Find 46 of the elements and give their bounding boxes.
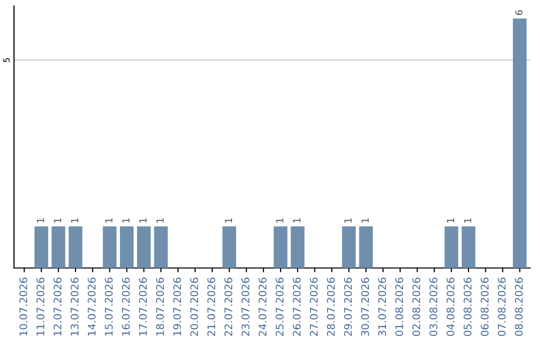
- x-tick-label: 19.07.2026: [173, 278, 182, 336]
- x-tick-label: 12.07.2026: [54, 278, 62, 336]
- x-tick-label: 22.07.2026: [224, 278, 232, 336]
- x-tick-label: 16.07.2026: [122, 278, 130, 336]
- x-tick-label: 11.07.2026: [36, 278, 44, 336]
- x-tick-label: 31.07.2026: [378, 278, 386, 336]
- x-tick-label: 04.08.2026: [446, 278, 454, 336]
- data-label: 1: [276, 218, 284, 223]
- y-tick-label: 5: [3, 58, 10, 62]
- x-tick-label: 03.08.2026: [429, 278, 438, 336]
- x-tick-label: 05.08.2026: [464, 278, 472, 336]
- x-tick-label: 18.07.2026: [156, 278, 164, 336]
- data-label: 6: [515, 10, 523, 16]
- data-label: 1: [71, 218, 78, 223]
- data-label: 1: [224, 218, 232, 223]
- x-tick-label: 24.07.2026: [258, 278, 266, 336]
- x-tick-label: 27.07.2026: [310, 278, 318, 336]
- x-tick-label: 06.08.2026: [480, 278, 489, 336]
- data-label: 1: [122, 218, 130, 223]
- x-tick-label: 07.08.2026: [498, 278, 506, 336]
- data-label: 1: [293, 218, 300, 223]
- x-tick-label: 20.07.2026: [190, 278, 198, 336]
- data-label: 1: [156, 218, 164, 223]
- x-tick-label: 29.07.2026: [344, 278, 352, 336]
- x-tick-label: 25.07.2026: [276, 278, 284, 336]
- data-label: 1: [447, 218, 454, 223]
- x-tick-label: 10.07.2026: [19, 278, 28, 336]
- x-tick-label: 23.07.2026: [242, 278, 250, 336]
- data-label: 1: [464, 218, 472, 223]
- x-tick-label: 01.08.2026: [395, 278, 404, 336]
- data-label: 1: [54, 218, 62, 223]
- x-tick-label: 30.07.2026: [361, 278, 369, 336]
- x-tick-label: 26.07.2026: [292, 278, 301, 336]
- data-label: 1: [344, 218, 352, 223]
- x-tick-label: 21.07.2026: [207, 278, 216, 336]
- x-tick-label: 02.08.2026: [412, 278, 420, 336]
- x-tick-label: 15.07.2026: [104, 278, 113, 336]
- x-tick-label: 14.07.2026: [88, 278, 96, 336]
- x-tick-label: 17.07.2026: [139, 278, 147, 336]
- data-label: 1: [362, 218, 369, 223]
- x-tick-label: 13.07.2026: [70, 278, 79, 336]
- x-tick-label: 08.08.2026: [514, 278, 523, 336]
- data-label: 1: [139, 218, 147, 223]
- data-label: 1: [105, 218, 112, 223]
- data-label: 1: [36, 218, 44, 223]
- x-tick-label: 28.07.2026: [326, 278, 335, 336]
